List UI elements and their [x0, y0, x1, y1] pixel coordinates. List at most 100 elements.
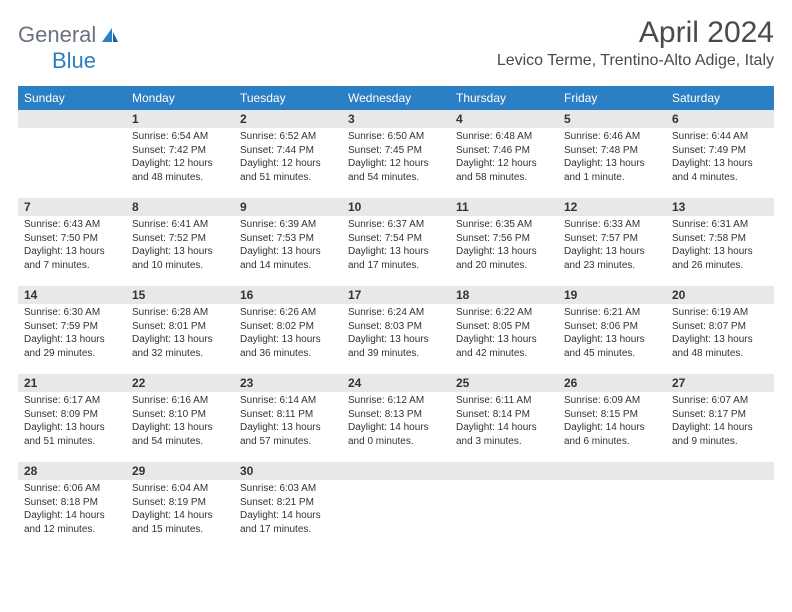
- day-number: 15: [126, 286, 234, 304]
- day-header: Monday: [126, 86, 234, 110]
- calendar-cell: 4 Sunrise: 6:48 AMSunset: 7:46 PMDaylight…: [450, 110, 558, 198]
- sunset-text: Sunset: 8:07 PM: [672, 320, 768, 334]
- daylight-text: Daylight: 14 hours and 0 minutes.: [348, 421, 444, 448]
- day-number: 4: [450, 110, 558, 128]
- sunset-text: Sunset: 7:49 PM: [672, 144, 768, 158]
- calendar-cell: 8Sunrise: 6:41 AMSunset: 7:52 PMDaylight…: [126, 198, 234, 286]
- calendar-cell: 12Sunrise: 6:33 AMSunset: 7:57 PMDayligh…: [558, 198, 666, 286]
- daylight-text: Daylight: 13 hours and 1 minute.: [564, 157, 660, 184]
- sunset-text: Sunset: 8:18 PM: [24, 496, 120, 510]
- day-number: 27: [666, 374, 774, 392]
- calendar-cell: [558, 462, 666, 550]
- calendar-cell: 2Sunrise: 6:52 AMSunset: 7:44 PMDaylight…: [234, 110, 342, 198]
- day-header: Sunday: [18, 86, 126, 110]
- daylight-text: Daylight: 13 hours and 36 minutes.: [240, 333, 336, 360]
- daylight-text: Daylight: 12 hours and 51 minutes.: [240, 157, 336, 184]
- calendar-cell: 6Sunrise: 6:44 AMSunset: 7:49 PMDaylight…: [666, 110, 774, 198]
- calendar-page: General April 2024 Levico Terme, Trentin…: [0, 0, 792, 566]
- calendar-cell: 11Sunrise: 6:35 AMSunset: 7:56 PMDayligh…: [450, 198, 558, 286]
- daylight-text: Daylight: 13 hours and 54 minutes.: [132, 421, 228, 448]
- sunset-text: Sunset: 8:09 PM: [24, 408, 120, 422]
- daylight-text: Daylight: 13 hours and 48 minutes.: [672, 333, 768, 360]
- day-number: 18: [450, 286, 558, 304]
- calendar-cell: 13Sunrise: 6:31 AMSunset: 7:58 PMDayligh…: [666, 198, 774, 286]
- sunset-text: Sunset: 7:46 PM: [456, 144, 552, 158]
- day-number: 5: [558, 110, 666, 128]
- sunrise-text: Sunrise: 6:48 AM: [456, 130, 552, 144]
- day-details: Sunrise: 6:16 AMSunset: 8:10 PMDaylight:…: [126, 392, 234, 454]
- calendar-cell: [18, 110, 126, 198]
- day-header: Thursday: [450, 86, 558, 110]
- calendar-cell: 28Sunrise: 6:06 AMSunset: 8:18 PMDayligh…: [18, 462, 126, 550]
- daylight-text: Daylight: 13 hours and 17 minutes.: [348, 245, 444, 272]
- sunrise-text: Sunrise: 6:37 AM: [348, 218, 444, 232]
- sunrise-text: Sunrise: 6:52 AM: [240, 130, 336, 144]
- day-number: 26: [558, 374, 666, 392]
- calendar-cell: 15Sunrise: 6:28 AMSunset: 8:01 PMDayligh…: [126, 286, 234, 374]
- day-details: Sunrise: 6:21 AMSunset: 8:06 PMDaylight:…: [558, 304, 666, 366]
- day-number: 14: [18, 286, 126, 304]
- day-details: Sunrise: 6:35 AMSunset: 7:56 PMDaylight:…: [450, 216, 558, 278]
- sunrise-text: Sunrise: 6:31 AM: [672, 218, 768, 232]
- sunset-text: Sunset: 7:57 PM: [564, 232, 660, 246]
- sunset-text: Sunset: 8:14 PM: [456, 408, 552, 422]
- daylight-text: Daylight: 14 hours and 3 minutes.: [456, 421, 552, 448]
- day-number: 13: [666, 198, 774, 216]
- sunset-text: Sunset: 7:56 PM: [456, 232, 552, 246]
- day-number: [18, 110, 126, 128]
- day-details: Sunrise: 6:44 AMSunset: 7:49 PMDaylight:…: [666, 128, 774, 190]
- day-details: Sunrise: 6:28 AMSunset: 8:01 PMDaylight:…: [126, 304, 234, 366]
- sunrise-text: Sunrise: 6:19 AM: [672, 306, 768, 320]
- calendar-cell: 30Sunrise: 6:03 AMSunset: 8:21 PMDayligh…: [234, 462, 342, 550]
- day-details: Sunrise: 6:33 AMSunset: 7:57 PMDaylight:…: [558, 216, 666, 278]
- calendar-cell: 1Sunrise: 6:54 AMSunset: 7:42 PMDaylight…: [126, 110, 234, 198]
- sunrise-text: Sunrise: 6:26 AM: [240, 306, 336, 320]
- daylight-text: Daylight: 13 hours and 42 minutes.: [456, 333, 552, 360]
- sunset-text: Sunset: 8:10 PM: [132, 408, 228, 422]
- day-details: Sunrise: 6:17 AMSunset: 8:09 PMDaylight:…: [18, 392, 126, 454]
- sunrise-text: Sunrise: 6:39 AM: [240, 218, 336, 232]
- month-title: April 2024: [497, 16, 774, 50]
- sunset-text: Sunset: 7:59 PM: [24, 320, 120, 334]
- sunset-text: Sunset: 8:21 PM: [240, 496, 336, 510]
- sunrise-text: Sunrise: 6:33 AM: [564, 218, 660, 232]
- day-details: Sunrise: 6:39 AMSunset: 7:53 PMDaylight:…: [234, 216, 342, 278]
- day-number: 7: [18, 198, 126, 216]
- calendar-grid: SundayMondayTuesdayWednesdayThursdayFrid…: [18, 86, 774, 550]
- sunrise-text: Sunrise: 6:44 AM: [672, 130, 768, 144]
- day-number: [666, 462, 774, 480]
- daylight-text: Daylight: 13 hours and 4 minutes.: [672, 157, 768, 184]
- sunset-text: Sunset: 7:45 PM: [348, 144, 444, 158]
- sunset-text: Sunset: 8:19 PM: [132, 496, 228, 510]
- sunrise-text: Sunrise: 6:03 AM: [240, 482, 336, 496]
- calendar-cell: 9Sunrise: 6:39 AMSunset: 7:53 PMDaylight…: [234, 198, 342, 286]
- day-number: 22: [126, 374, 234, 392]
- day-details: Sunrise: 6:52 AMSunset: 7:44 PMDaylight:…: [234, 128, 342, 190]
- day-details: Sunrise: 6:26 AMSunset: 8:02 PMDaylight:…: [234, 304, 342, 366]
- day-details: Sunrise: 6:14 AMSunset: 8:11 PMDaylight:…: [234, 392, 342, 454]
- daylight-text: Daylight: 13 hours and 7 minutes.: [24, 245, 120, 272]
- sunset-text: Sunset: 8:11 PM: [240, 408, 336, 422]
- day-details: Sunrise: 6:24 AMSunset: 8:03 PMDaylight:…: [342, 304, 450, 366]
- sunrise-text: Sunrise: 6:09 AM: [564, 394, 660, 408]
- daylight-text: Daylight: 13 hours and 23 minutes.: [564, 245, 660, 272]
- daylight-text: Daylight: 12 hours and 58 minutes.: [456, 157, 552, 184]
- sunset-text: Sunset: 7:58 PM: [672, 232, 768, 246]
- calendar-cell: [450, 462, 558, 550]
- day-number: 29: [126, 462, 234, 480]
- daylight-text: Daylight: 13 hours and 45 minutes.: [564, 333, 660, 360]
- sunset-text: Sunset: 8:13 PM: [348, 408, 444, 422]
- calendar-cell: 29Sunrise: 6:04 AMSunset: 8:19 PMDayligh…: [126, 462, 234, 550]
- daylight-text: Daylight: 13 hours and 39 minutes.: [348, 333, 444, 360]
- day-number: 8: [126, 198, 234, 216]
- daylight-text: Daylight: 14 hours and 12 minutes.: [24, 509, 120, 536]
- day-number: [342, 462, 450, 480]
- sunrise-text: Sunrise: 6:12 AM: [348, 394, 444, 408]
- daylight-text: Daylight: 13 hours and 14 minutes.: [240, 245, 336, 272]
- day-details: Sunrise: 6:50 AMSunset: 7:45 PMDaylight:…: [342, 128, 450, 190]
- day-number: 1: [126, 110, 234, 128]
- day-details: Sunrise: 6:19 AMSunset: 8:07 PMDaylight:…: [666, 304, 774, 366]
- calendar-cell: [666, 462, 774, 550]
- day-header: Friday: [558, 86, 666, 110]
- daylight-text: Daylight: 13 hours and 29 minutes.: [24, 333, 120, 360]
